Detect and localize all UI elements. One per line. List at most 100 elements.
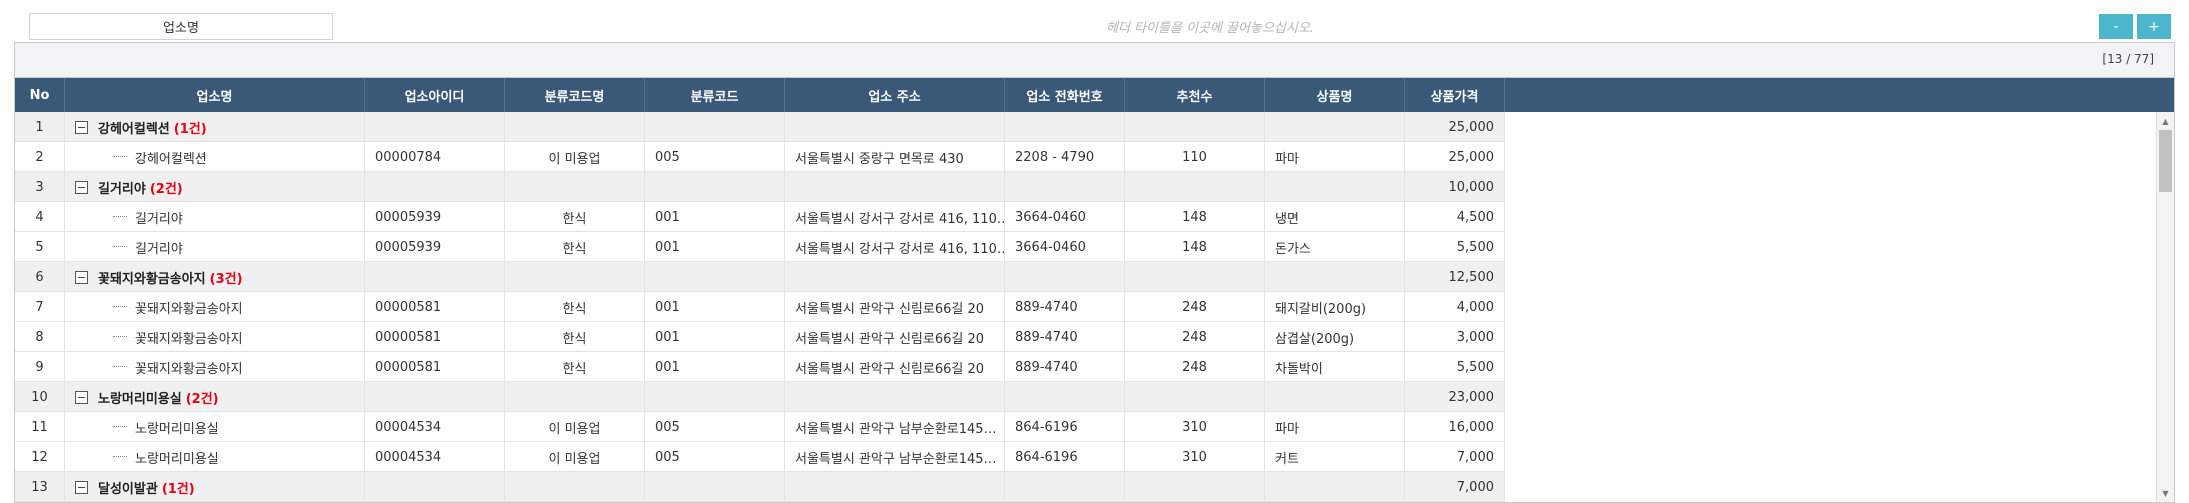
cell-phone[interactable]: 3664-0460 bbox=[1005, 202, 1125, 232]
cell-shop-id[interactable] bbox=[365, 172, 505, 202]
cell-shop-id[interactable]: 00005939 bbox=[365, 202, 505, 232]
table-row[interactable]: 9 꽃돼지와황금송아지 00000581 한식 001 서울특별시 관악구 신림로66길 … bbox=[15, 352, 1505, 382]
vertical-scrollbar[interactable]: ▲ ▼ bbox=[2156, 112, 2174, 502]
column-header-recommend[interactable]: 추천수 bbox=[1125, 78, 1265, 112]
collapse-toggle-icon[interactable]: − bbox=[75, 390, 88, 404]
cell-shop-id[interactable]: 00004534 bbox=[365, 442, 505, 472]
cell-no[interactable]: 2 bbox=[15, 142, 65, 172]
cell-recommend[interactable] bbox=[1125, 112, 1265, 142]
cell-product[interactable] bbox=[1265, 112, 1405, 142]
cell-address[interactable]: 서울특별시 관악구 신림로66길 20 bbox=[785, 322, 1005, 352]
cell-category-code[interactable] bbox=[645, 112, 785, 142]
cell-shop-name[interactable]: 강헤어컬렉션 bbox=[65, 142, 365, 172]
cell-shop-id[interactable]: 00004534 bbox=[365, 412, 505, 442]
cell-no[interactable]: 12 bbox=[15, 442, 65, 472]
column-header-address[interactable]: 업소 주소 bbox=[785, 78, 1005, 112]
cell-no[interactable]: 11 bbox=[15, 412, 65, 442]
cell-address[interactable]: 서울특별시 강서구 강서로 416, 110… bbox=[785, 202, 1005, 232]
cell-recommend[interactable] bbox=[1125, 382, 1265, 412]
cell-category-name[interactable]: 이 미용업 bbox=[505, 442, 645, 472]
cell-category-code[interactable]: 005 bbox=[645, 412, 785, 442]
scrollbar-thumb[interactable] bbox=[2159, 130, 2172, 192]
cell-category-code[interactable]: 001 bbox=[645, 322, 785, 352]
zoom-in-button[interactable]: + bbox=[2137, 14, 2171, 39]
cell-recommend[interactable] bbox=[1125, 262, 1265, 292]
cell-address[interactable] bbox=[785, 472, 1005, 502]
groupby-chip-shop-name[interactable]: 업소명 bbox=[29, 13, 333, 40]
cell-no[interactable]: 6 bbox=[15, 262, 65, 292]
cell-category-code[interactable]: 005 bbox=[645, 142, 785, 172]
group-row[interactable]: 6− 꽃돼지와황금송아지 (3건) 12,500 bbox=[15, 262, 1505, 292]
cell-price[interactable]: 4,500 bbox=[1405, 202, 1505, 232]
table-row[interactable]: 5 길거리야 00005939 한식 001 서울특별시 강서구 강서로 416, 110… bbox=[15, 232, 1505, 262]
table-row[interactable]: 12 노랑머리미용실 00004534 이 미용업 005 서울특별시 관악구 남부순환로… bbox=[15, 442, 1505, 472]
cell-category-name[interactable]: 한식 bbox=[505, 232, 645, 262]
cell-category-name[interactable]: 이 미용업 bbox=[505, 142, 645, 172]
cell-shop-name[interactable]: − 달성이발관 (1건) bbox=[65, 472, 365, 502]
cell-product[interactable] bbox=[1265, 472, 1405, 502]
cell-category-name[interactable] bbox=[505, 112, 645, 142]
cell-category-code[interactable] bbox=[645, 172, 785, 202]
cell-shop-id[interactable] bbox=[365, 262, 505, 292]
column-header-no[interactable]: No bbox=[15, 78, 65, 112]
cell-recommend[interactable]: 110 bbox=[1125, 142, 1265, 172]
cell-shop-name[interactable]: 꽃돼지와황금송아지 bbox=[65, 352, 365, 382]
cell-price[interactable]: 7,000 bbox=[1405, 442, 1505, 472]
cell-category-code[interactable]: 001 bbox=[645, 292, 785, 322]
table-row[interactable]: 7 꽃돼지와황금송아지 00000581 한식 001 서울특별시 관악구 신림로66길 … bbox=[15, 292, 1505, 322]
group-row[interactable]: 10− 노랑머리미용실 (2건) 23,000 bbox=[15, 382, 1505, 412]
column-header-shop-id[interactable]: 업소아이디 bbox=[365, 78, 505, 112]
cell-shop-name[interactable]: − 강헤어컬렉션 (1건) bbox=[65, 112, 365, 142]
cell-no[interactable]: 7 bbox=[15, 292, 65, 322]
cell-price[interactable]: 16,000 bbox=[1405, 412, 1505, 442]
cell-price[interactable]: 12,500 bbox=[1405, 262, 1505, 292]
cell-no[interactable]: 8 bbox=[15, 322, 65, 352]
column-header-price[interactable]: 상품가격 bbox=[1405, 78, 1505, 112]
cell-no[interactable]: 13 bbox=[15, 472, 65, 502]
collapse-toggle-icon[interactable]: − bbox=[75, 480, 88, 494]
cell-address[interactable] bbox=[785, 172, 1005, 202]
cell-phone[interactable]: 889-4740 bbox=[1005, 292, 1125, 322]
cell-price[interactable]: 25,000 bbox=[1405, 142, 1505, 172]
cell-address[interactable] bbox=[785, 382, 1005, 412]
cell-category-code[interactable] bbox=[645, 382, 785, 412]
cell-shop-name[interactable]: − 노랑머리미용실 (2건) bbox=[65, 382, 365, 412]
cell-product[interactable]: 파마 bbox=[1265, 142, 1405, 172]
cell-shop-name[interactable]: 길거리야 bbox=[65, 232, 365, 262]
table-row[interactable]: 4 길거리야 00005939 한식 001 서울특별시 강서구 강서로 416, 110… bbox=[15, 202, 1505, 232]
column-header-category-code[interactable]: 분류코드 bbox=[645, 78, 785, 112]
group-row[interactable]: 1− 강헤어컬렉션 (1건) 25,000 bbox=[15, 112, 1505, 142]
cell-category-code[interactable]: 005 bbox=[645, 442, 785, 472]
cell-category-code[interactable]: 001 bbox=[645, 202, 785, 232]
collapse-toggle-icon[interactable]: − bbox=[75, 270, 88, 284]
cell-category-name[interactable] bbox=[505, 262, 645, 292]
cell-shop-name[interactable]: − 길거리야 (2건) bbox=[65, 172, 365, 202]
cell-product[interactable]: 커트 bbox=[1265, 442, 1405, 472]
cell-category-name[interactable] bbox=[505, 472, 645, 502]
cell-recommend[interactable]: 248 bbox=[1125, 292, 1265, 322]
table-row[interactable]: 2 강헤어컬렉션 00000784 이 미용업 005 서울특별시 중랑구 면목로 430… bbox=[15, 142, 1505, 172]
column-header-phone[interactable]: 업소 전화번호 bbox=[1005, 78, 1125, 112]
cell-category-code[interactable] bbox=[645, 472, 785, 502]
scroll-up-arrow-icon[interactable]: ▲ bbox=[2162, 116, 2169, 126]
cell-shop-id[interactable]: 00000784 bbox=[365, 142, 505, 172]
cell-price[interactable]: 23,000 bbox=[1405, 382, 1505, 412]
cell-recommend[interactable]: 148 bbox=[1125, 202, 1265, 232]
cell-shop-name[interactable]: − 꽃돼지와황금송아지 (3건) bbox=[65, 262, 365, 292]
cell-address[interactable]: 서울특별시 중랑구 면목로 430 bbox=[785, 142, 1005, 172]
group-row[interactable]: 3− 길거리야 (2건) 10,000 bbox=[15, 172, 1505, 202]
collapse-toggle-icon[interactable]: − bbox=[75, 180, 88, 194]
cell-recommend[interactable]: 310 bbox=[1125, 412, 1265, 442]
cell-product[interactable]: 차돌박이 bbox=[1265, 352, 1405, 382]
table-row[interactable]: 11 노랑머리미용실 00004534 이 미용업 005 서울특별시 관악구 남부순환로… bbox=[15, 412, 1505, 442]
cell-phone[interactable] bbox=[1005, 172, 1125, 202]
cell-phone[interactable] bbox=[1005, 382, 1125, 412]
zoom-out-button[interactable]: - bbox=[2099, 14, 2133, 39]
cell-category-name[interactable]: 한식 bbox=[505, 322, 645, 352]
cell-recommend[interactable]: 148 bbox=[1125, 232, 1265, 262]
cell-shop-id[interactable] bbox=[365, 382, 505, 412]
cell-no[interactable]: 9 bbox=[15, 352, 65, 382]
cell-no[interactable]: 1 bbox=[15, 112, 65, 142]
cell-shop-id[interactable]: 00000581 bbox=[365, 352, 505, 382]
cell-shop-name[interactable]: 꽃돼지와황금송아지 bbox=[65, 292, 365, 322]
